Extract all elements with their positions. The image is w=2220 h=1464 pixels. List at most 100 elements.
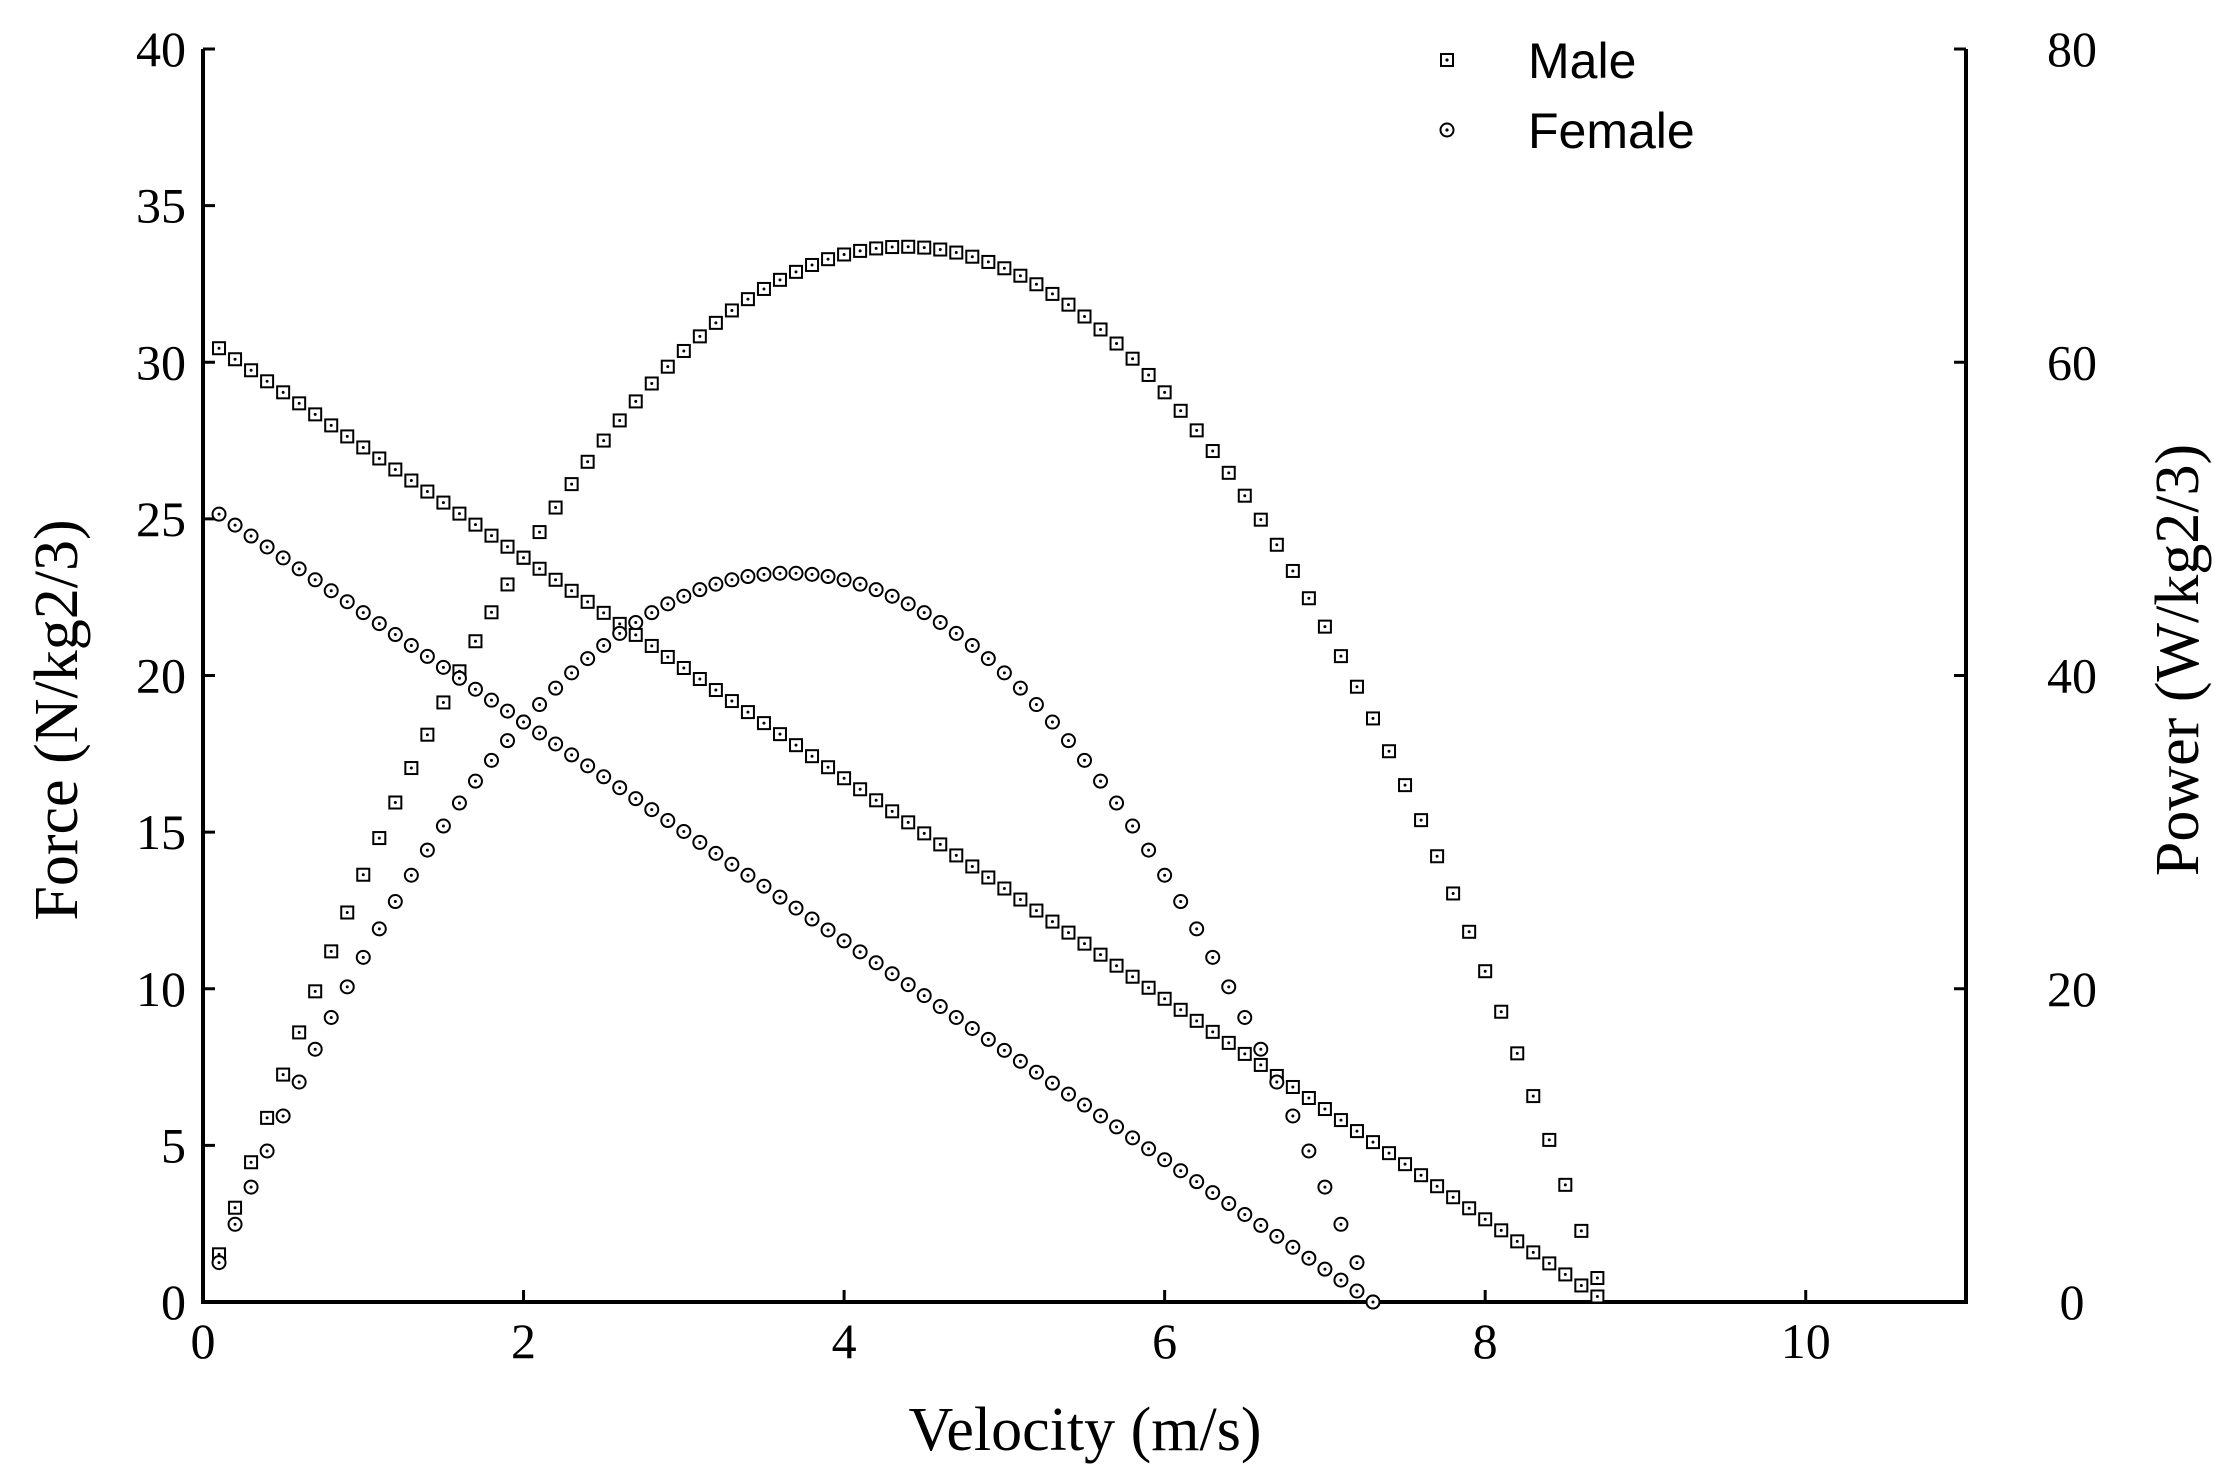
data-point-center-dot [970, 643, 974, 647]
data-point-center-dot [1323, 1267, 1327, 1271]
data-point-center-dot [1563, 1272, 1567, 1276]
data-point-center-dot [361, 955, 365, 959]
data-point-center-dot [666, 819, 670, 823]
data-point-center-dot [233, 1206, 237, 1210]
data-point-center-dot [1291, 1245, 1295, 1249]
data-point-center-dot [281, 390, 285, 394]
data-point-center-dot [842, 252, 846, 256]
data-point-center-dot [1002, 887, 1006, 891]
data-point-center-dot [730, 699, 734, 703]
data-point-center-dot [810, 754, 814, 758]
data-point-center-dot [1403, 1162, 1407, 1166]
data-point-center-dot [265, 545, 269, 549]
data-point-center-dot [522, 556, 526, 560]
data-point-center-dot [297, 567, 301, 571]
data-point-center-dot [730, 308, 734, 312]
data-point-center-dot [313, 578, 317, 582]
data-point-center-dot [1147, 986, 1151, 990]
data-point-center-dot [1339, 654, 1343, 658]
data-point-center-dot [1195, 927, 1199, 931]
data-point-center-dot [858, 249, 862, 253]
series-male-force [212, 341, 1605, 1304]
data-point-center-dot [1259, 1223, 1263, 1227]
data-point-center-dot [489, 698, 493, 702]
data-point-center-dot [233, 1222, 237, 1226]
data-point-center-dot [409, 873, 413, 877]
data-point-center-dot [473, 779, 477, 783]
data-point-center-dot [970, 255, 974, 259]
data-point-center-dot [393, 633, 397, 637]
data-point-center-dot [425, 654, 429, 658]
data-point-center-dot [538, 530, 542, 534]
data-point-center-dot [1066, 931, 1070, 935]
data-point-center-dot [890, 245, 894, 249]
data-point-center-dot [602, 611, 606, 615]
data-point-center-dot [730, 862, 734, 866]
data-point-center-dot [441, 824, 445, 828]
data-point-center-dot [506, 582, 510, 586]
data-point-center-dot [1387, 749, 1391, 753]
data-point-center-dot [874, 246, 878, 250]
data-point-center-dot [1323, 1185, 1327, 1189]
data-point-center-dot [1403, 783, 1407, 787]
data-point-center-dot [1275, 1234, 1279, 1238]
data-point-center-dot [506, 545, 510, 549]
data-point-center-dot [1211, 955, 1215, 959]
data-point-center-dot [954, 1016, 958, 1020]
data-point-center-dot [538, 567, 542, 571]
data-point-center-dot [1243, 1016, 1247, 1020]
data-point-center-dot [1355, 1129, 1359, 1133]
data-point-center-dot [1451, 1195, 1455, 1199]
data-point-center-dot [794, 743, 798, 747]
data-point-center-dot [1259, 518, 1263, 522]
data-point-center-dot [842, 939, 846, 943]
data-point-center-dot [217, 512, 221, 516]
data-point-center-dot [762, 884, 766, 888]
y-tick-label: 30 [136, 334, 186, 390]
data-point-center-dot [1066, 303, 1070, 307]
data-point-center-dot [265, 1116, 269, 1120]
data-point-center-dot [826, 765, 830, 769]
data-point-center-dot [890, 594, 894, 598]
data-point-center-dot [265, 379, 269, 383]
data-point-center-dot [1083, 942, 1086, 946]
data-point-center-dot [1147, 1147, 1151, 1151]
data-point-center-dot [1115, 801, 1119, 805]
data-point-center-dot [650, 808, 654, 812]
legend-male-marker-dot [1445, 58, 1449, 62]
data-point-center-dot [1018, 274, 1022, 278]
data-point-center-dot [345, 910, 349, 914]
data-point-center-dot [393, 468, 397, 472]
data-point-center-dot [650, 644, 654, 648]
data-point-center-dot [970, 1026, 974, 1030]
data-point-center-dot [281, 1073, 285, 1077]
data-point-center-dot [473, 687, 477, 691]
data-point-center-dot [586, 600, 590, 604]
data-point-center-dot [473, 523, 477, 527]
data-point-center-dot [457, 676, 461, 680]
data-point-center-dot [682, 594, 686, 598]
data-point-center-dot [618, 786, 622, 790]
y2-tick-label: 0 [2060, 1274, 2085, 1330]
x-tick-label: 6 [1152, 1313, 1177, 1369]
data-point-center-dot [361, 873, 365, 877]
data-point-center-dot [329, 423, 333, 427]
data-point-center-dot [1595, 1276, 1599, 1280]
data-point-center-dot [778, 278, 782, 282]
data-point-center-dot [409, 766, 413, 770]
data-point-center-dot [730, 578, 734, 582]
data-point-center-dot [489, 610, 493, 614]
data-point-center-dot [618, 622, 622, 626]
data-point-center-dot [1131, 975, 1135, 979]
data-point-center-dot [746, 873, 750, 877]
data-point-center-dot [778, 895, 782, 899]
data-point-center-dot [489, 534, 493, 538]
data-point-center-dot [361, 611, 365, 615]
data-point-center-dot [906, 602, 910, 606]
data-point-center-dot [842, 776, 846, 780]
data-point-center-dot [281, 1114, 285, 1118]
data-point-center-dot [938, 842, 942, 846]
series-female-force [211, 506, 1381, 1310]
data-point-center-dot [938, 248, 942, 252]
data-point-center-dot [425, 848, 429, 852]
